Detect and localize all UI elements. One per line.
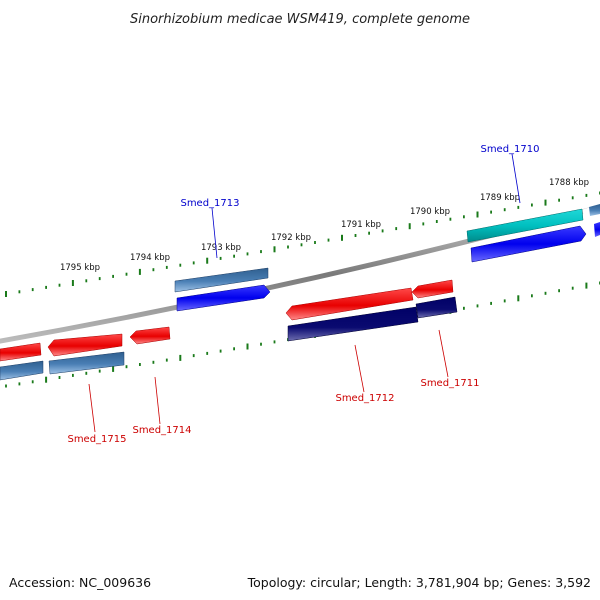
gene-label-smed-1712[interactable]: Smed_1712 [335,393,394,404]
accession-text: Accession: NC_009636 [9,575,151,590]
gene-1710-cyan-bar[interactable] [466,208,584,243]
topology-text: Topology: circular; Length: 3,781,904 bp… [247,575,591,590]
adjacent-blue-bar-edge[interactable] [594,222,600,237]
gene-label-smed-1713[interactable]: Smed_1713 [180,198,239,209]
leader-1710 [511,153,521,204]
tick-label-1793: 1793 kbp [201,243,241,253]
leader-1712 [354,344,365,393]
gene-1712-navy-bar[interactable] [287,306,419,342]
gene-1713-steel-bar[interactable] [174,267,269,293]
gene-partial-red-arrow[interactable] [0,342,42,362]
gene-1714-red-arrow[interactable] [129,326,171,345]
gene-label-smed-1711[interactable]: Smed_1711 [420,378,479,389]
gene-1710-blue-arrow[interactable] [470,225,587,263]
gene-partial-steel-bar[interactable] [0,360,44,381]
leader-1715 [88,383,96,433]
outer-tick-track [5,191,600,297]
gene-1715-red-arrow[interactable] [47,333,123,357]
gene-label-smed-1710[interactable]: Smed_1710 [480,144,539,155]
leader-1713 [211,207,218,259]
gene-1715-steel-bar[interactable] [48,351,125,375]
map-title: Sinorhizobium medicae WSM419, complete g… [130,12,470,27]
tick-label-1790: 1790 kbp [410,207,450,217]
tick-label-1791: 1791 kbp [341,220,381,230]
gene-1711-navy-bar[interactable] [415,296,458,319]
gene-1712-red-arrow[interactable] [285,287,414,321]
gene-1713-blue-arrow[interactable] [176,284,271,312]
tick-label-1788: 1788 kbp [549,178,589,188]
leader-1711 [438,329,449,378]
gene-label-smed-1715[interactable]: Smed_1715 [67,434,126,445]
leader-1714 [154,376,161,425]
tick-label-1795: 1795 kbp [60,263,100,273]
tick-label-1789: 1789 kbp [480,193,520,203]
tick-label-1794: 1794 kbp [130,253,170,263]
gene-1711-red-arrow[interactable] [411,279,454,299]
adjacent-steel-bar-edge[interactable] [589,204,600,216]
tick-label-1792: 1792 kbp [271,233,311,243]
gene-label-smed-1714[interactable]: Smed_1714 [132,425,191,436]
